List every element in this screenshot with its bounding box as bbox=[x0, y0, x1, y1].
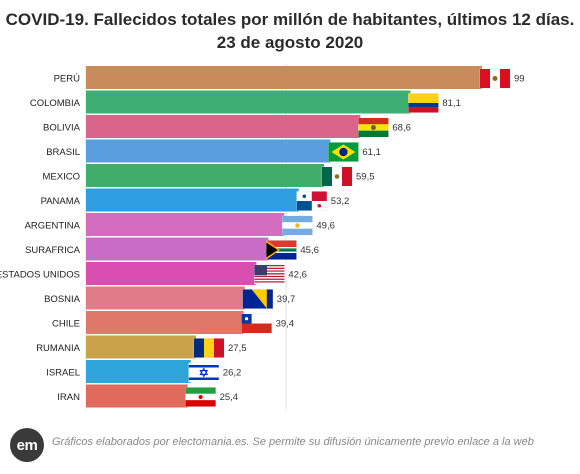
bar bbox=[86, 335, 196, 359]
chart-title: COVID-19. Fallecidos totales por millón … bbox=[5, 10, 575, 52]
flag-israel-icon bbox=[188, 363, 219, 382]
category-label: PERÚ bbox=[54, 74, 81, 85]
flag-bolivia-icon bbox=[358, 118, 389, 137]
flag-romania-icon bbox=[194, 338, 224, 358]
data-label: 39,4 bbox=[276, 319, 295, 330]
bar bbox=[86, 360, 191, 383]
bar bbox=[86, 384, 188, 408]
flag-iran-icon bbox=[185, 387, 216, 407]
bar bbox=[86, 115, 361, 138]
bar bbox=[86, 311, 244, 334]
data-label: 61,1 bbox=[362, 147, 381, 158]
data-label: 25,4 bbox=[220, 392, 239, 403]
data-label: 68,6 bbox=[392, 123, 411, 134]
category-label: IRAN bbox=[57, 392, 80, 403]
bar bbox=[86, 139, 331, 163]
flag-bosnia-icon bbox=[242, 289, 273, 309]
category-label: BOSNIA bbox=[44, 294, 81, 305]
flag-usa-icon bbox=[254, 265, 285, 284]
flag-peru-icon bbox=[480, 69, 510, 88]
bar bbox=[86, 90, 411, 114]
bar bbox=[86, 286, 245, 310]
bar bbox=[86, 164, 324, 187]
bar-chart: PERÚ 99 COLOMBIA 81,1 BOLIVIA 68,6 BRASIL 61,1 M… bbox=[0, 64, 525, 411]
category-label: CHILE bbox=[52, 319, 80, 330]
bar bbox=[86, 188, 299, 212]
electomania-logo: em bbox=[10, 428, 44, 462]
footer-credit: Gráficos elaborados por electomania.es. … bbox=[52, 436, 534, 448]
data-label: 59,5 bbox=[356, 172, 375, 183]
data-label: 81,1 bbox=[442, 98, 461, 109]
category-label: RUMANIA bbox=[36, 343, 80, 354]
bar bbox=[86, 213, 285, 236]
category-label: ESTADOS UNIDOS bbox=[0, 270, 80, 281]
category-label: ARGENTINA bbox=[25, 221, 81, 232]
data-label: 49,6 bbox=[316, 221, 335, 232]
footer: em Gráficos elaborados por electomania.e… bbox=[6, 424, 576, 468]
category-label: SURAFRICA bbox=[25, 245, 81, 256]
category-label: PANAMA bbox=[41, 196, 81, 207]
flag-chile-icon bbox=[241, 314, 272, 333]
category-label: ISRAEL bbox=[46, 368, 80, 379]
bar bbox=[86, 262, 257, 285]
data-label: 26,2 bbox=[223, 368, 242, 379]
flag-colombia-icon bbox=[408, 93, 439, 113]
category-label: BRASIL bbox=[46, 147, 80, 158]
category-label: COLOMBIA bbox=[30, 98, 81, 109]
flag-brazil-icon bbox=[328, 142, 359, 162]
flag-panama-icon bbox=[296, 191, 327, 211]
data-label: 45,6 bbox=[300, 245, 319, 256]
category-label: MEXICO bbox=[43, 172, 80, 183]
flag-argentina-icon bbox=[282, 216, 313, 235]
data-label: 27,5 bbox=[228, 343, 247, 354]
data-label: 42,6 bbox=[288, 270, 307, 281]
data-label: 53,2 bbox=[331, 196, 350, 207]
flag-south-africa-icon bbox=[266, 240, 297, 260]
bar bbox=[86, 66, 482, 89]
data-label: 99 bbox=[514, 74, 525, 85]
category-label: BOLIVIA bbox=[43, 123, 81, 134]
bar bbox=[86, 237, 269, 261]
data-label: 39,7 bbox=[277, 294, 296, 305]
flag-mexico-icon bbox=[322, 167, 352, 186]
